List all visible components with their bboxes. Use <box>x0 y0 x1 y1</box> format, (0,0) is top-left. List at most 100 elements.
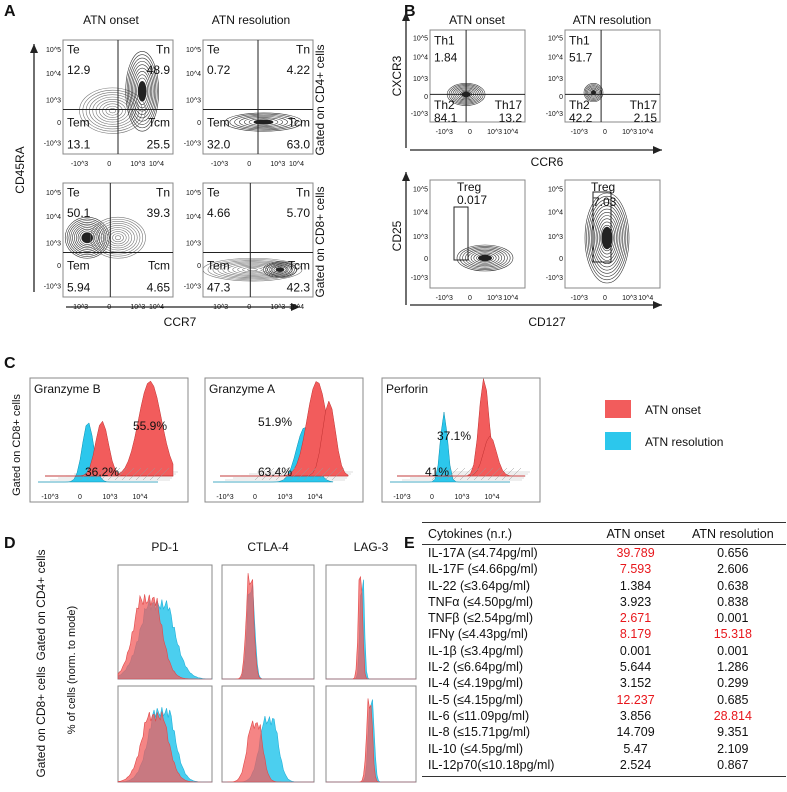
y-tick-label: 10^3 <box>413 76 428 83</box>
histogram-title: Granzyme A <box>209 382 275 396</box>
contour-line <box>588 87 599 98</box>
x-tick-label: -10^3 <box>216 494 233 501</box>
panel-letter-c: C <box>4 355 16 372</box>
legend-swatch-resolution <box>605 432 631 450</box>
hatch-line <box>149 467 163 481</box>
x-tick-label: 10^4 <box>133 494 148 501</box>
quadrant-name: Tem <box>207 116 230 130</box>
cytokine-name: IL-17F (≤4.66pg/ml) <box>428 562 538 577</box>
x-tick-label: 0 <box>253 494 257 501</box>
resolution-value: 2.109 <box>717 741 749 756</box>
contour-core <box>591 90 596 95</box>
hatch-line <box>431 467 445 481</box>
x-tick-label: 10^4 <box>485 494 500 501</box>
header-onset: ATN onset <box>591 522 674 545</box>
hatch-line <box>135 467 149 481</box>
y-tick-label: 0 <box>57 263 61 270</box>
x-tick-label: -10^3 <box>393 494 410 501</box>
hatch-line <box>331 467 345 481</box>
y-tick-label: 10^3 <box>46 240 61 247</box>
contour-line <box>589 88 598 97</box>
y-tick-label: 0 <box>197 263 201 270</box>
y-tick-label: 10^3 <box>548 234 563 241</box>
hatch-line <box>501 467 515 481</box>
contour-line <box>101 225 135 251</box>
x-tick-label: 0 <box>468 295 472 302</box>
x-tick-label: 0 <box>247 304 251 311</box>
contour-blob <box>79 87 146 134</box>
treg-gate <box>592 191 612 263</box>
contour-line <box>456 244 514 272</box>
contour-core <box>253 119 274 125</box>
quadrant-value: 5.70 <box>287 206 311 220</box>
contour-line <box>132 67 153 115</box>
cytokine-table: Cytokines (n.r.) ATN onset ATN resolutio… <box>422 522 786 778</box>
x-tick-label: 10^3 <box>622 295 637 302</box>
contour-line <box>64 216 110 259</box>
onset-value: 3.923 <box>619 594 652 609</box>
y-axis-arrow-head <box>30 44 38 53</box>
table-row: IL-4 (≤4.19pg/ml) 3.152 0.299 <box>422 675 786 691</box>
y-tick-label: 10^5 <box>186 190 201 197</box>
y-tick-label: 10^5 <box>413 187 428 194</box>
contour-line <box>92 96 133 125</box>
x-axis-arrow-head <box>291 303 300 311</box>
x-axis-label-ccr6: CCR6 <box>531 155 564 169</box>
hatch-line <box>261 467 275 481</box>
contour-line <box>109 231 127 245</box>
quadrant-name: Tem <box>207 259 230 273</box>
contour-line <box>92 218 144 257</box>
contour-line <box>89 94 136 127</box>
hatch-line <box>275 467 289 481</box>
contour-line <box>224 112 303 132</box>
quadrant-value: 39.3 <box>147 206 171 220</box>
hatch-line <box>282 467 296 481</box>
contour-line <box>267 263 293 276</box>
contour-line <box>242 267 263 273</box>
histogram-onset <box>117 711 212 783</box>
contour-line <box>85 92 140 130</box>
y-tick-label: 0 <box>559 256 563 263</box>
x-tick-label: 0 <box>603 129 607 136</box>
x-tick-label: 10^3 <box>487 129 502 136</box>
contour-blob <box>224 112 303 132</box>
histogram-box <box>204 377 364 503</box>
quadrant-value: 4.22 <box>287 63 311 77</box>
quadrant-name: Th2 <box>569 98 590 112</box>
hatch-line <box>128 467 142 481</box>
resolution-value: 28.814 <box>713 708 752 723</box>
hatch-line <box>494 467 508 481</box>
y-tick-label: 10^5 <box>413 35 428 42</box>
flow-plot-b-bottom-frame <box>429 179 526 289</box>
histogram-onset <box>397 435 525 477</box>
quadrant-value: 42.3 <box>287 280 311 294</box>
resolution-percent: 63.4% <box>258 465 292 479</box>
quadrant-value: 12.9 <box>67 63 91 77</box>
onset-value: 14.709 <box>616 725 655 740</box>
x-axis-label: CCR7 <box>164 315 197 329</box>
histogram-onset <box>326 698 416 783</box>
contour-line <box>125 51 159 132</box>
quadrant-name: Th1 <box>569 34 590 48</box>
y-tick-label: 10^5 <box>46 190 61 197</box>
y-tick-label: 10^5 <box>548 35 563 42</box>
resolution-percent: 41% <box>425 465 449 479</box>
x-tick-label: 10^4 <box>149 304 164 311</box>
resolution-percent: 36.2% <box>85 465 119 479</box>
histogram-title-d: PD-1 <box>151 540 179 554</box>
table-row: TNFβ (≤2.54pg/ml) 2.671 0.001 <box>422 610 786 626</box>
contour-line <box>90 216 146 259</box>
x-tick-label: 0 <box>107 304 111 311</box>
y-tick-label: -10^3 <box>44 284 61 291</box>
histogram-onset <box>326 575 416 680</box>
table-row: IFNγ (≤4.43pg/ml) 8.179 15.318 <box>422 626 786 642</box>
contour-core <box>601 226 613 250</box>
x-tick-label: 10^4 <box>289 161 304 168</box>
contour-line <box>586 195 628 281</box>
row-label-cd8: Gated on CD8+ cells <box>313 186 327 297</box>
contour-blob <box>263 261 297 278</box>
hatch-line <box>100 467 114 481</box>
y-tick-label: 10^3 <box>186 240 201 247</box>
contour-blob <box>456 244 514 272</box>
x-axis-label-cd127: CD127 <box>528 315 566 329</box>
